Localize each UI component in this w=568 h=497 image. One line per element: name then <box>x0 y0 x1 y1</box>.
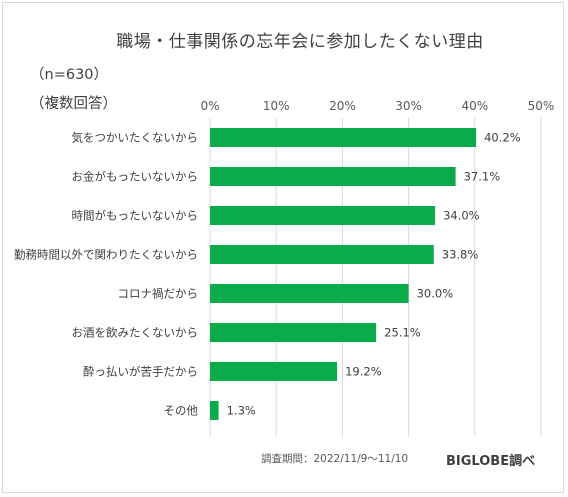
bar-3 <box>210 206 436 225</box>
bar-6 <box>210 323 377 342</box>
bar-5 <box>210 284 409 303</box>
value-label: 19.2% <box>345 365 382 379</box>
x-tick-label: 20% <box>329 99 356 113</box>
bar-8 <box>210 401 219 420</box>
category-label: 気をつかいたくないから <box>72 131 199 145</box>
x-tick-label: 50% <box>528 99 555 113</box>
source-brand: BIGLOBE調べ <box>446 454 536 469</box>
category-label: 酔っ払いが苦手だから <box>83 365 198 379</box>
category-label: お金がもったいないから <box>72 170 199 184</box>
category-label: お酒を飲みたくないから <box>72 326 199 340</box>
survey-period-note: 調査期間：2022/11/9～11/10 <box>261 453 409 465</box>
value-label: 33.8% <box>442 248 479 262</box>
value-label: 25.1% <box>384 326 421 340</box>
value-label: 34.0% <box>443 209 480 223</box>
x-tick-label: 0% <box>200 99 219 113</box>
bar-2 <box>210 167 456 186</box>
value-label: 1.3% <box>227 404 256 418</box>
category-label: コロナ禍だから <box>118 287 199 301</box>
chart-title: 職場・仕事関係の忘年会に参加したくない理由 <box>116 32 484 52</box>
value-label: 37.1% <box>464 170 501 184</box>
value-label: 30.0% <box>417 287 454 301</box>
value-label: 40.2% <box>484 131 521 145</box>
sample-size-note: （n=630） <box>30 67 109 83</box>
x-tick-label: 40% <box>461 99 488 113</box>
x-tick-label: 10% <box>263 99 290 113</box>
category-label: その他 <box>164 404 199 418</box>
bar-1 <box>210 128 477 147</box>
bar-4 <box>210 245 434 264</box>
x-tick-label: 30% <box>395 99 422 113</box>
multiple-answer-note: （複数回答） <box>30 96 117 112</box>
bar-7 <box>210 362 338 381</box>
category-label: 時間がもったいないから <box>72 209 199 223</box>
category-label: 勤務時間以外で関わりたくないから <box>14 248 198 262</box>
